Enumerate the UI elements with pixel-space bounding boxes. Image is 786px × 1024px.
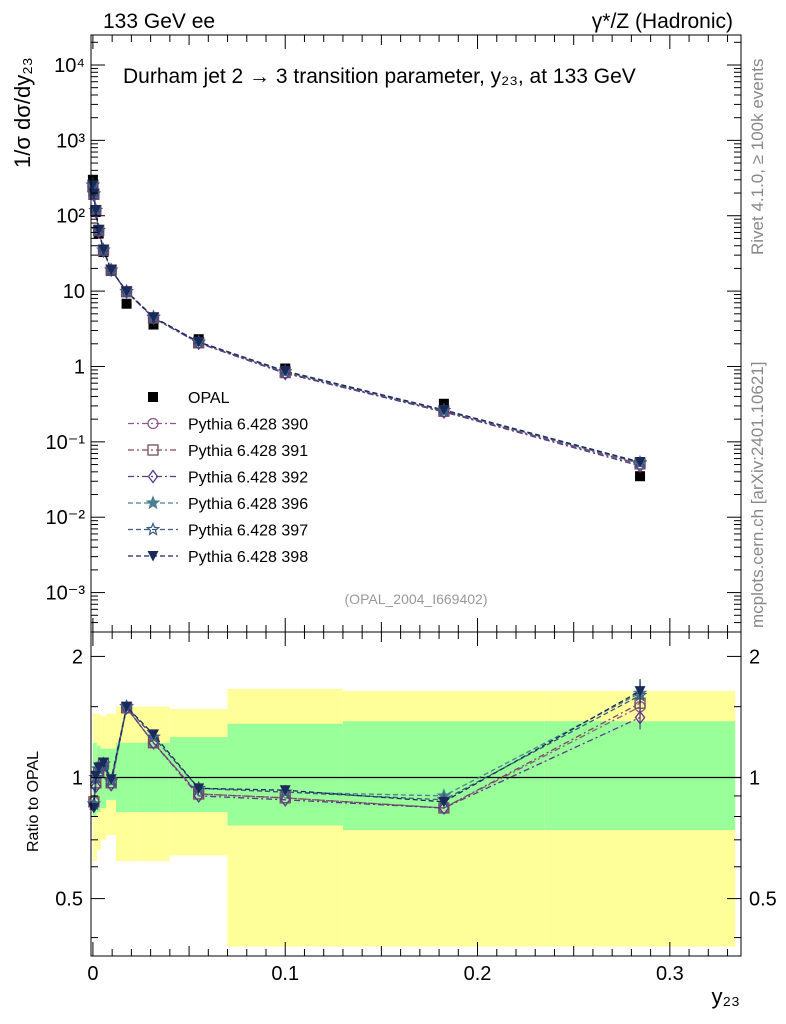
mc-point bbox=[634, 457, 646, 468]
mc-point bbox=[279, 366, 291, 377]
data-point bbox=[635, 471, 646, 482]
ratio-point bbox=[438, 796, 450, 808]
main-panel-frame bbox=[90, 34, 742, 633]
legend-label: Pythia 6.428 397 bbox=[188, 523, 308, 540]
uncertainty-band-inner bbox=[342, 721, 545, 831]
ratio-point bbox=[121, 701, 133, 713]
ratio-y-ticks: 2 2 1 1 0.5 0.5 bbox=[55, 646, 777, 939]
mc-point bbox=[105, 264, 117, 276]
ratio-point bbox=[148, 729, 159, 740]
side-label-rivet: Rivet 4.1.0, ≥ 100k events bbox=[748, 59, 767, 255]
ratio-point bbox=[193, 788, 205, 804]
header-right-label: γ*/Z (Hadronic) bbox=[592, 10, 733, 33]
ratio-x-ticks: 0 0.1 0.2 0.3 bbox=[87, 632, 729, 985]
ratio-y-axis-label: Ratio to OPAL bbox=[25, 751, 42, 852]
ratio-point bbox=[193, 783, 205, 794]
y-tick-label: 10² bbox=[56, 206, 85, 228]
ratio-y-tick-label-right: 0.5 bbox=[749, 889, 777, 911]
x-tick-label: 0.1 bbox=[271, 963, 299, 985]
x-tick-label: 0 bbox=[87, 963, 98, 985]
main-y-ticks: 10⁴ 10³ 10² 10 1 10⁻¹ 10⁻² 10⁻³ bbox=[46, 35, 741, 633]
mc-point bbox=[438, 404, 450, 416]
mc-point bbox=[87, 179, 99, 190]
legend: OPAL Pythia 6.428 390 Pythia 6.428 391 Pyth… bbox=[128, 390, 308, 566]
y-tick-label: 10⁻¹ bbox=[46, 432, 86, 454]
main-watermark: (OPAL_2004_I669402) bbox=[345, 591, 488, 607]
ratio-point bbox=[90, 779, 102, 794]
legend-marker bbox=[145, 495, 161, 510]
uncertainty-band-inner bbox=[227, 723, 343, 826]
mc-point bbox=[90, 205, 102, 216]
legend-label: Pythia 6.428 398 bbox=[188, 549, 308, 566]
ratio-panel-frame bbox=[90, 631, 742, 957]
main-series-line bbox=[92, 184, 641, 463]
ratio-point bbox=[279, 785, 291, 796]
legend-marker bbox=[147, 444, 159, 456]
ratio-point bbox=[98, 757, 109, 768]
uncertainty-band-inner bbox=[169, 737, 228, 813]
mc-point bbox=[121, 286, 133, 297]
x-tick-label: 0.2 bbox=[464, 963, 492, 985]
y-tick-label: 10 bbox=[63, 281, 85, 303]
ratio-y-tick-label: 0.5 bbox=[55, 889, 83, 911]
ratio-panel: 2 2 1 1 0.5 0.5 0 0.1 0.2 0.3 Ratio to OPAL y₂₃ bbox=[25, 631, 777, 1009]
ratio-point bbox=[634, 710, 646, 725]
y-tick-label: 10³ bbox=[56, 130, 85, 152]
side-label-mcplots: mcplots.cern.ch [arXiv:2401.10621] bbox=[748, 362, 767, 628]
legend-label: OPAL bbox=[188, 390, 230, 407]
ratio-point bbox=[105, 774, 117, 785]
ratio-y-tick-label-right: 2 bbox=[749, 646, 760, 668]
legend-label: Pythia 6.428 390 bbox=[188, 417, 308, 434]
ratio-point bbox=[93, 762, 105, 773]
legend-marker bbox=[145, 521, 161, 536]
main-plot-area bbox=[85, 174, 648, 482]
ratio-y-tick-label: 2 bbox=[72, 646, 83, 668]
y-tick-label: 10⁻³ bbox=[46, 583, 86, 605]
main-series-line bbox=[92, 185, 641, 464]
mc-point bbox=[193, 336, 205, 348]
legend-label: Pythia 6.428 392 bbox=[188, 470, 308, 487]
ratio-point bbox=[90, 770, 102, 782]
legend-marker bbox=[148, 392, 158, 402]
main-series-line bbox=[92, 185, 641, 465]
ratio-y-tick-label: 1 bbox=[72, 768, 83, 790]
ratio-point bbox=[634, 686, 646, 697]
x-axis-label: y₂₃ bbox=[712, 984, 741, 1009]
main-y-axis-label: 1/σ dσ/dy₂₃ bbox=[10, 57, 35, 168]
header-left-label: 133 GeV ee bbox=[103, 10, 215, 33]
ratio-point bbox=[279, 792, 291, 807]
x-tick-label: 0.3 bbox=[656, 963, 684, 985]
legend-marker bbox=[147, 417, 159, 430]
ratio-point bbox=[438, 800, 450, 816]
legend-marker bbox=[147, 551, 159, 562]
main-series-line bbox=[92, 186, 641, 466]
ratio-plot-area bbox=[86, 679, 741, 947]
y-tick-label: 10⁴ bbox=[54, 55, 85, 77]
main-panel: 10⁴ 10³ 10² 10 1 10⁻¹ 10⁻² 10⁻³ Durham jet 2 → … bbox=[10, 34, 742, 633]
uncertainty-band-inner bbox=[100, 748, 107, 808]
mc-point bbox=[148, 312, 159, 323]
mc-point bbox=[98, 244, 109, 256]
legend-label: Pythia 6.428 391 bbox=[188, 443, 308, 460]
legend-label: Pythia 6.428 396 bbox=[188, 496, 308, 513]
data-point bbox=[121, 298, 132, 309]
y-tick-label: 10⁻² bbox=[46, 507, 86, 529]
y-tick-label: 1 bbox=[74, 356, 85, 378]
main-chart-title: Durham jet 2 → 3 transition parameter, y… bbox=[123, 65, 636, 88]
legend-marker bbox=[147, 469, 159, 484]
main-series-line bbox=[92, 185, 641, 464]
ratio-y-tick-label-right: 1 bbox=[749, 768, 760, 790]
uncertainty-band-inner bbox=[544, 721, 736, 831]
